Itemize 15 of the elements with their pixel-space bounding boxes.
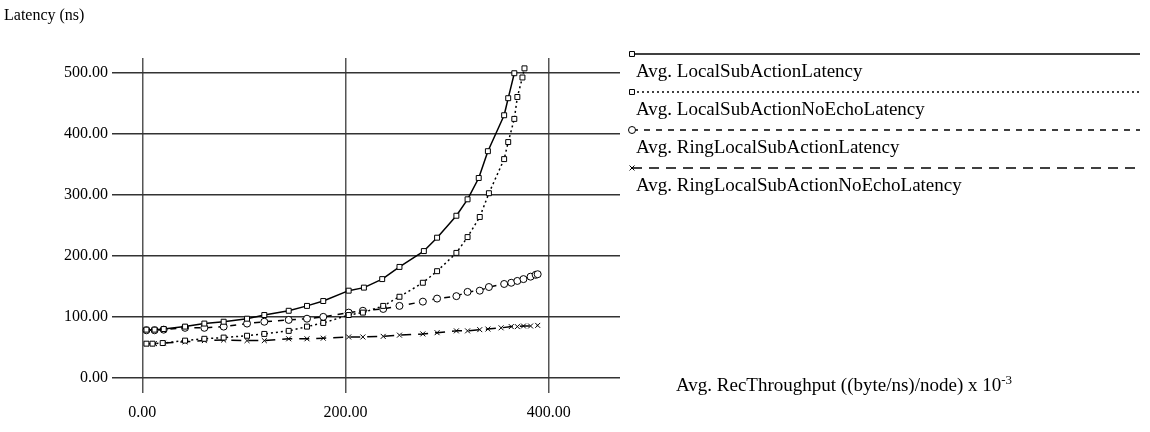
y-tick-label: 0.00 [80, 367, 108, 385]
y-tick-label: 400.00 [64, 124, 108, 142]
y-tick-label: 500.00 [64, 63, 108, 81]
y-axis-title: Latency (ns) [4, 6, 85, 24]
y-tick-label: 300.00 [64, 185, 108, 203]
x-axis-title: Avg. RecThroughput ((byte/ns)/node) x 10$^{-3}$ [676, 372, 1013, 397]
x-tick-label: 200.00 [323, 402, 368, 420]
y-tick-label: 200.00 [64, 246, 108, 264]
x-tick-label: 0.00 [128, 402, 157, 420]
legend-label: Avg. LocalSubActionNoEchoLatency [636, 98, 926, 119]
legend-label: Avg. LocalSubActionLatency [636, 60, 864, 81]
y-tick-label: 100.00 [64, 307, 108, 325]
x-tick-label: 400.00 [526, 402, 571, 420]
legend-label: Avg. RingLocalSubActionLatency [636, 136, 900, 157]
legend-label: Avg. RingLocalSubActionNoEchoLatency [636, 174, 963, 195]
